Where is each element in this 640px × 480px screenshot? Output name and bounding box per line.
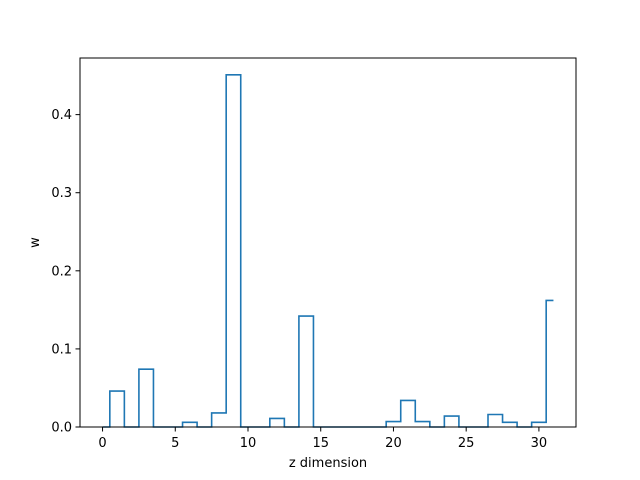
x-tick-label: 25 [458, 436, 475, 451]
x-tick-label: 5 [171, 436, 179, 451]
x-tick-label: 0 [98, 436, 106, 451]
y-tick-label: 0.2 [51, 264, 72, 279]
x-axis-label: z dimension [289, 456, 367, 471]
y-tick-label: 0.3 [51, 186, 72, 201]
x-tick-label: 15 [312, 436, 329, 451]
x-axis-ticks: 0 5 10 15 20 25 30 [98, 427, 547, 451]
x-tick-label: 10 [240, 436, 257, 451]
plot-frame [79, 57, 577, 428]
y-axis-ticks: 0.0 0.1 0.2 0.3 0.4 [51, 108, 80, 436]
y-tick-label: 0.1 [51, 342, 72, 357]
y-axis-label: w [28, 237, 43, 248]
x-tick-label: 30 [531, 436, 548, 451]
x-tick-label: 20 [385, 436, 402, 451]
y-tick-label: 0.4 [51, 108, 72, 123]
y-tick-label: 0.0 [51, 421, 72, 436]
